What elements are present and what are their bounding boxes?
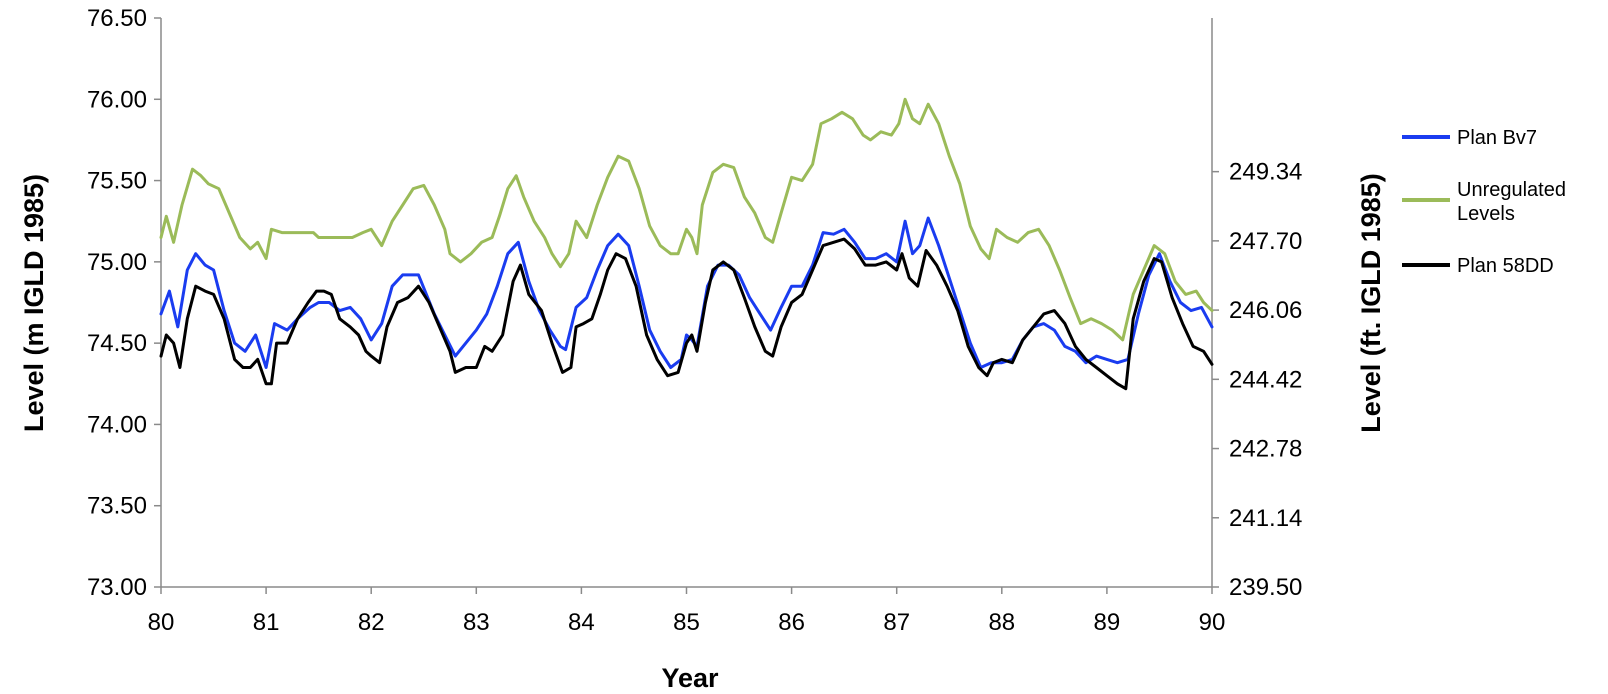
left-y-tick-label: 76.00 xyxy=(87,86,147,113)
right-y-tick-label: 241.14 xyxy=(1229,505,1302,532)
series-line-plan-58dd xyxy=(159,237,1214,391)
right-y-tick-label: 247.70 xyxy=(1229,228,1302,255)
series-line-unregulated-levels xyxy=(159,97,1214,342)
x-tick-label: 85 xyxy=(673,609,700,636)
legend: Plan Bv7 Unregulated Levels Plan 58DD xyxy=(1402,127,1572,277)
x-tick-label: 82 xyxy=(358,609,385,636)
left-y-axis: 73.00 73.50 74.00 74.50 75.00 75.50 76.00 76.50 xyxy=(87,5,162,601)
right-y-axis-title: Level (ft. IGLD 1985) xyxy=(1356,173,1386,433)
x-tick-label: 80 xyxy=(148,609,175,636)
x-tick-label: 88 xyxy=(988,609,1015,636)
x-tick-label: 84 xyxy=(568,609,595,636)
legend-item-unregulated-levels[interactable]: Unregulated Levels xyxy=(1402,179,1572,225)
left-y-tick-label: 75.50 xyxy=(87,168,147,195)
left-y-tick-label: 74.50 xyxy=(87,330,147,357)
x-axis-title: Year xyxy=(661,663,719,693)
x-axis: 80 81 82 83 84 85 86 87 88 89 90 xyxy=(148,586,1226,636)
x-tick-label: 81 xyxy=(253,609,280,636)
left-y-tick-label: 73.50 xyxy=(87,493,147,520)
right-y-tick-label: 249.34 xyxy=(1229,159,1302,186)
x-tick-label: 87 xyxy=(883,609,910,636)
left-y-tick-label: 73.00 xyxy=(87,574,147,601)
left-y-tick-label: 75.00 xyxy=(87,249,147,276)
left-y-tick-label: 74.00 xyxy=(87,411,147,438)
right-y-tick-label: 239.50 xyxy=(1229,574,1302,601)
legend-item-plan-58dd[interactable]: Plan 58DD xyxy=(1402,255,1554,277)
legend-item-plan-bv7[interactable]: Plan Bv7 xyxy=(1402,127,1537,149)
right-y-tick-label: 244.42 xyxy=(1229,366,1302,393)
right-y-tick-label: 246.06 xyxy=(1229,297,1302,324)
x-tick-label: 90 xyxy=(1199,609,1226,636)
x-tick-label: 83 xyxy=(463,609,490,636)
x-tick-label: 86 xyxy=(778,609,805,636)
legend-label-plan-58dd: Plan 58DD xyxy=(1457,255,1554,277)
legend-label-unregulated-levels: Unregulated Levels xyxy=(1457,179,1572,225)
legend-label-plan-bv7: Plan Bv7 xyxy=(1457,127,1537,149)
right-y-tick-label: 242.78 xyxy=(1229,436,1302,463)
left-y-tick-label: 76.50 xyxy=(87,5,147,32)
series-layer xyxy=(159,97,1214,391)
right-y-axis: 239.50 241.14 242.78 244.42 246.06 247.70 249.… xyxy=(1211,18,1302,601)
left-y-axis-title: Level (m IGLD 1985) xyxy=(19,174,49,432)
x-tick-label: 89 xyxy=(1094,609,1121,636)
